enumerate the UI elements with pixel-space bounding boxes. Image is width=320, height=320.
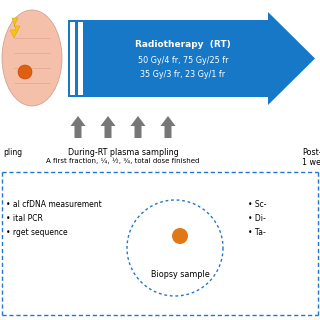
Text: • Di-: • Di- [248,214,266,223]
Text: 35 Gy/3 fr, 23 Gy/1 fr: 35 Gy/3 fr, 23 Gy/1 fr [140,70,226,79]
FancyArrow shape [70,116,85,138]
FancyArrow shape [161,116,175,138]
Text: • al cfDNA measurement: • al cfDNA measurement [6,200,102,209]
Text: • Sc-: • Sc- [248,200,267,209]
Text: 1 week,: 1 week, [302,158,320,167]
Polygon shape [10,18,20,38]
Text: • Ta-: • Ta- [248,228,266,237]
Circle shape [18,65,32,79]
Ellipse shape [2,10,62,106]
FancyArrow shape [131,116,146,138]
Polygon shape [78,22,83,95]
Text: Radiotherapy  (RT): Radiotherapy (RT) [135,40,231,49]
Text: Biopsy sample: Biopsy sample [151,270,209,279]
Text: A first fraction, ¼, ½, ¾, total dose finished: A first fraction, ¼, ½, ¾, total dose fi… [46,158,200,164]
FancyArrow shape [100,116,116,138]
Text: During-RT plasma sampling: During-RT plasma sampling [68,148,178,157]
Circle shape [172,228,188,244]
Polygon shape [68,12,315,105]
Text: 50 Gy/4 fr, 75 Gy/25 fr: 50 Gy/4 fr, 75 Gy/25 fr [138,56,228,65]
Text: • rget sequence: • rget sequence [6,228,68,237]
Text: • ital PCR: • ital PCR [6,214,43,223]
Polygon shape [70,22,75,95]
Text: pling: pling [3,148,22,157]
Text: Post-: Post- [302,148,320,157]
